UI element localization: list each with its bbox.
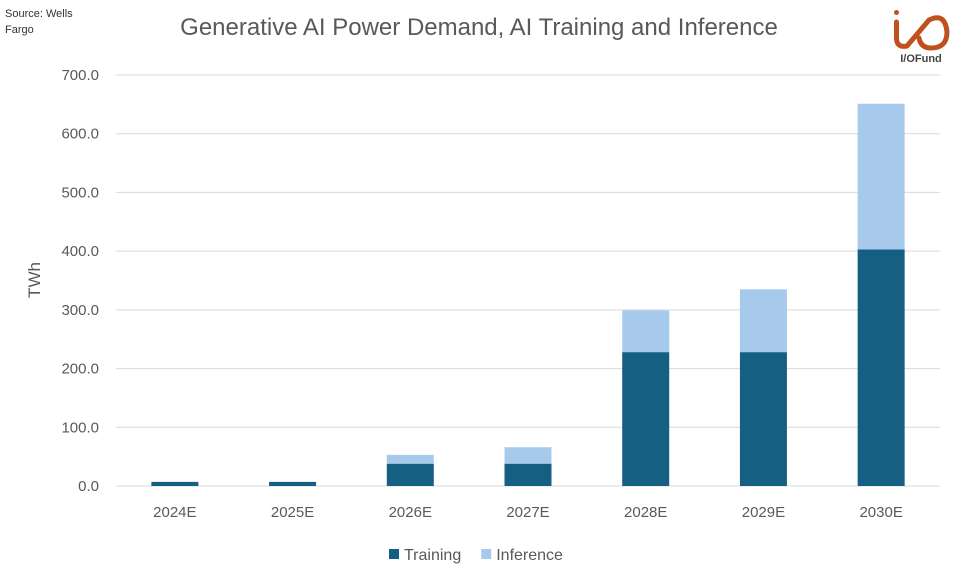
chart-title: Generative AI Power Demand, AI Training … — [180, 14, 778, 41]
bar-training — [504, 463, 552, 486]
y-tick-label: 700.0 — [61, 67, 99, 84]
x-tick-label: 2029E — [742, 504, 785, 521]
x-tick-label: 2025E — [271, 504, 314, 521]
bar-training — [386, 463, 434, 486]
io-fund-logo: I/OFund — [894, 10, 950, 65]
y-tick-label: 200.0 — [61, 361, 99, 378]
x-tick-label: 2024E — [153, 504, 196, 521]
legend-swatch-inference — [481, 549, 492, 559]
bar-training — [739, 352, 787, 486]
y-tick-label: 300.0 — [61, 302, 99, 319]
source-note: Source: Wells Fargo — [5, 8, 73, 36]
bar-inference — [504, 447, 552, 464]
legend-swatch-training — [389, 549, 399, 559]
y-axis-label: TWh — [25, 262, 44, 298]
bar-inference — [739, 289, 787, 353]
x-tick-label: 2028E — [624, 504, 667, 521]
bar-inference — [857, 103, 905, 250]
bar-training — [622, 352, 670, 486]
y-tick-label: 0.0 — [78, 478, 99, 495]
y-tick-label: 500.0 — [61, 184, 99, 201]
x-tick-label: 2030E — [859, 504, 902, 521]
x-tick-label: 2026E — [389, 504, 432, 521]
y-tick-label: 600.0 — [61, 126, 99, 143]
legend-label-inference: Inference — [496, 547, 563, 564]
x-tick-label: 2027E — [506, 504, 549, 521]
y-tick-label: 100.0 — [61, 419, 99, 436]
bar-inference — [386, 454, 434, 464]
bar-training — [857, 249, 905, 486]
legend-label-training: Training — [404, 547, 461, 564]
bar-training — [269, 481, 317, 486]
y-tick-label: 400.0 — [61, 243, 99, 260]
bar-inference — [622, 310, 670, 353]
bar-training — [151, 481, 199, 486]
svg-text:I/OFund: I/OFund — [900, 53, 942, 65]
